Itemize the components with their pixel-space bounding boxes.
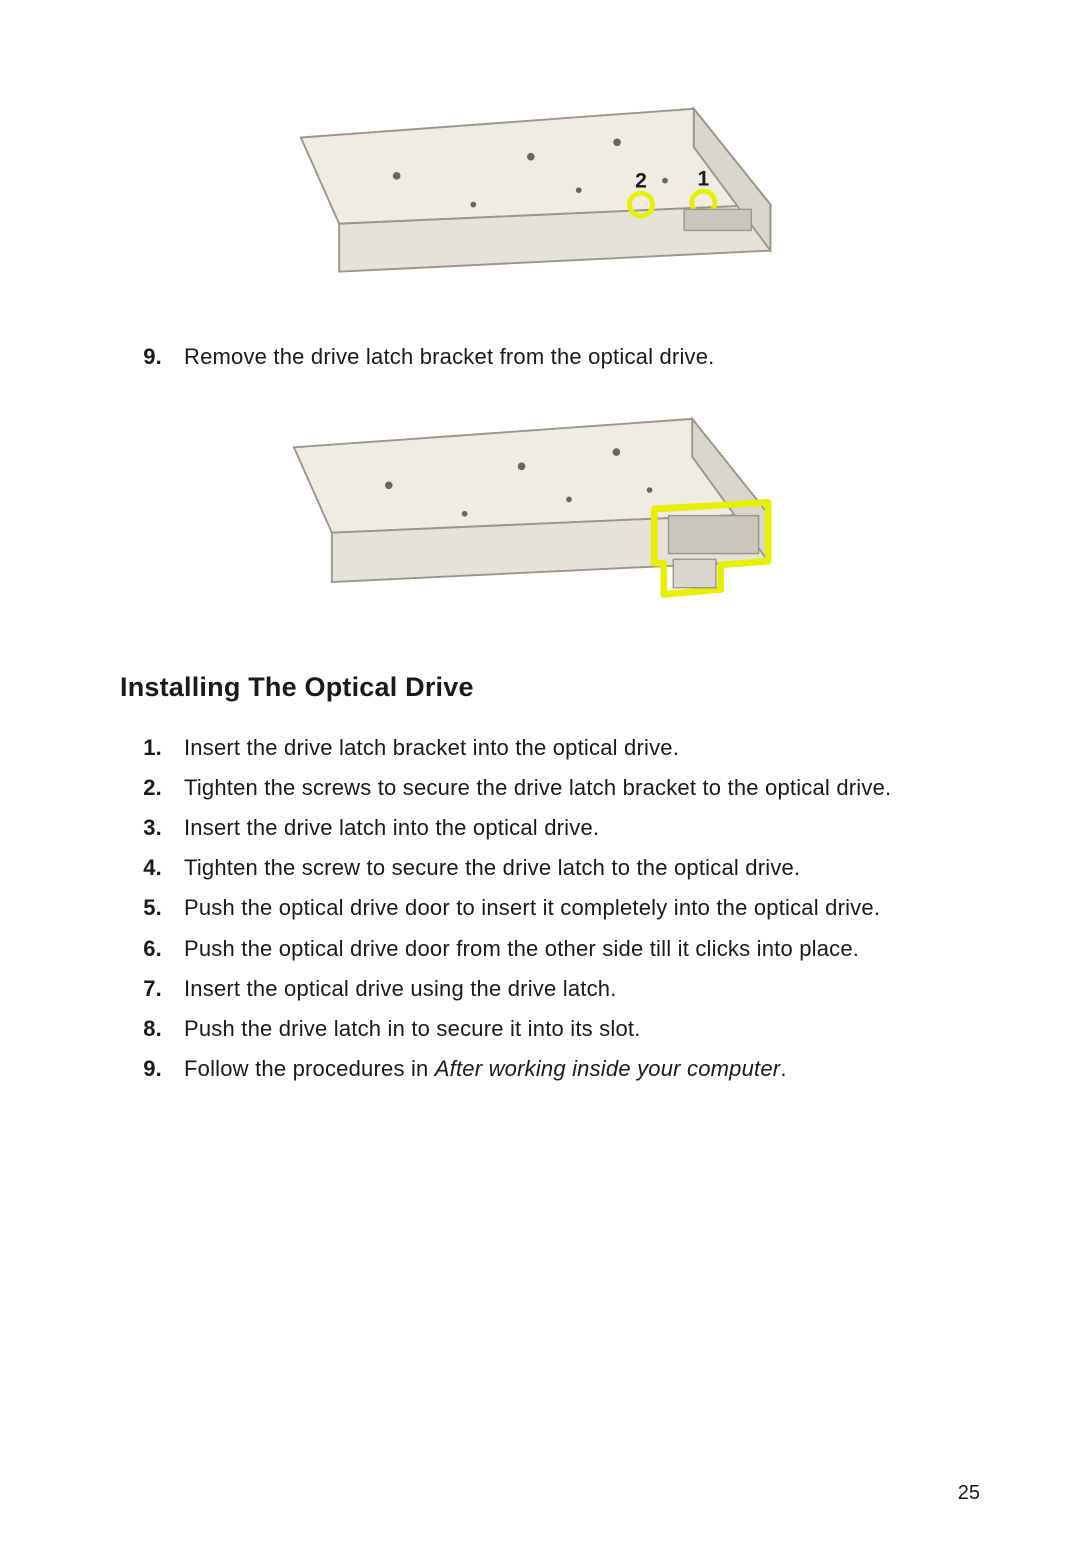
step-text: Insert the drive latch bracket into the …: [184, 731, 980, 765]
step-number: 6.: [120, 932, 162, 966]
step-number: 9.: [120, 340, 162, 374]
step-number: 4.: [120, 851, 162, 885]
step-text: Push the optical drive door from the oth…: [184, 932, 980, 966]
step-number: 2.: [120, 771, 162, 805]
figure-optical-drive-callouts: 2 1: [120, 80, 980, 310]
emphasized-reference: After working inside your computer: [435, 1056, 781, 1081]
step-text: Tighten the screw to secure the drive la…: [184, 851, 980, 885]
install-step: 2. Tighten the screws to secure the drive…: [120, 771, 980, 805]
callout-1-label: 1: [697, 167, 709, 190]
optical-drive-diagram-1: 2 1: [275, 80, 825, 310]
install-step: 6. Push the optical drive door from the o…: [120, 932, 980, 966]
step-text: Insert the optical drive using the drive…: [184, 972, 980, 1006]
step-number: 9.: [120, 1052, 162, 1086]
step-number: 7.: [120, 972, 162, 1006]
step-text: Insert the drive latch into the optical …: [184, 811, 980, 845]
install-step: 3. Insert the drive latch into the optica…: [120, 811, 980, 845]
step-number: 8.: [120, 1012, 162, 1046]
latch-bracket-highlight: [654, 502, 768, 594]
optical-drive-diagram-2: [275, 394, 825, 624]
install-step: 4. Tighten the screw to secure the drive …: [120, 851, 980, 885]
figure-optical-drive-bracket: [120, 394, 980, 624]
install-step: 5. Push the optical drive door to insert …: [120, 891, 980, 925]
callout-2-label: 2: [635, 169, 647, 192]
document-page: 2 1 9. Remove the drive latch bracket fr…: [0, 0, 1080, 1545]
step-number: 5.: [120, 891, 162, 925]
step-text: Push the optical drive door to insert it…: [184, 891, 980, 925]
step-number: 3.: [120, 811, 162, 845]
step-text: Push the drive latch in to secure it int…: [184, 1012, 980, 1046]
install-steps-list: 1. Insert the drive latch bracket into th…: [120, 731, 980, 1086]
step-text: Remove the drive latch bracket from the …: [184, 340, 980, 374]
step-text: Follow the procedures in After working i…: [184, 1052, 980, 1086]
section-heading: Installing The Optical Drive: [120, 672, 980, 703]
install-step: 1. Insert the drive latch bracket into th…: [120, 731, 980, 765]
page-number: 25: [958, 1482, 980, 1505]
step-text: Tighten the screws to secure the drive l…: [184, 771, 980, 805]
install-step: 9. Follow the procedures in After working…: [120, 1052, 980, 1086]
step-number: 1.: [120, 731, 162, 765]
install-step: 8. Push the drive latch in to secure it i…: [120, 1012, 980, 1046]
install-step: 7. Insert the optical drive using the dri…: [120, 972, 980, 1006]
removal-step-9: 9. Remove the drive latch bracket from t…: [120, 340, 980, 374]
